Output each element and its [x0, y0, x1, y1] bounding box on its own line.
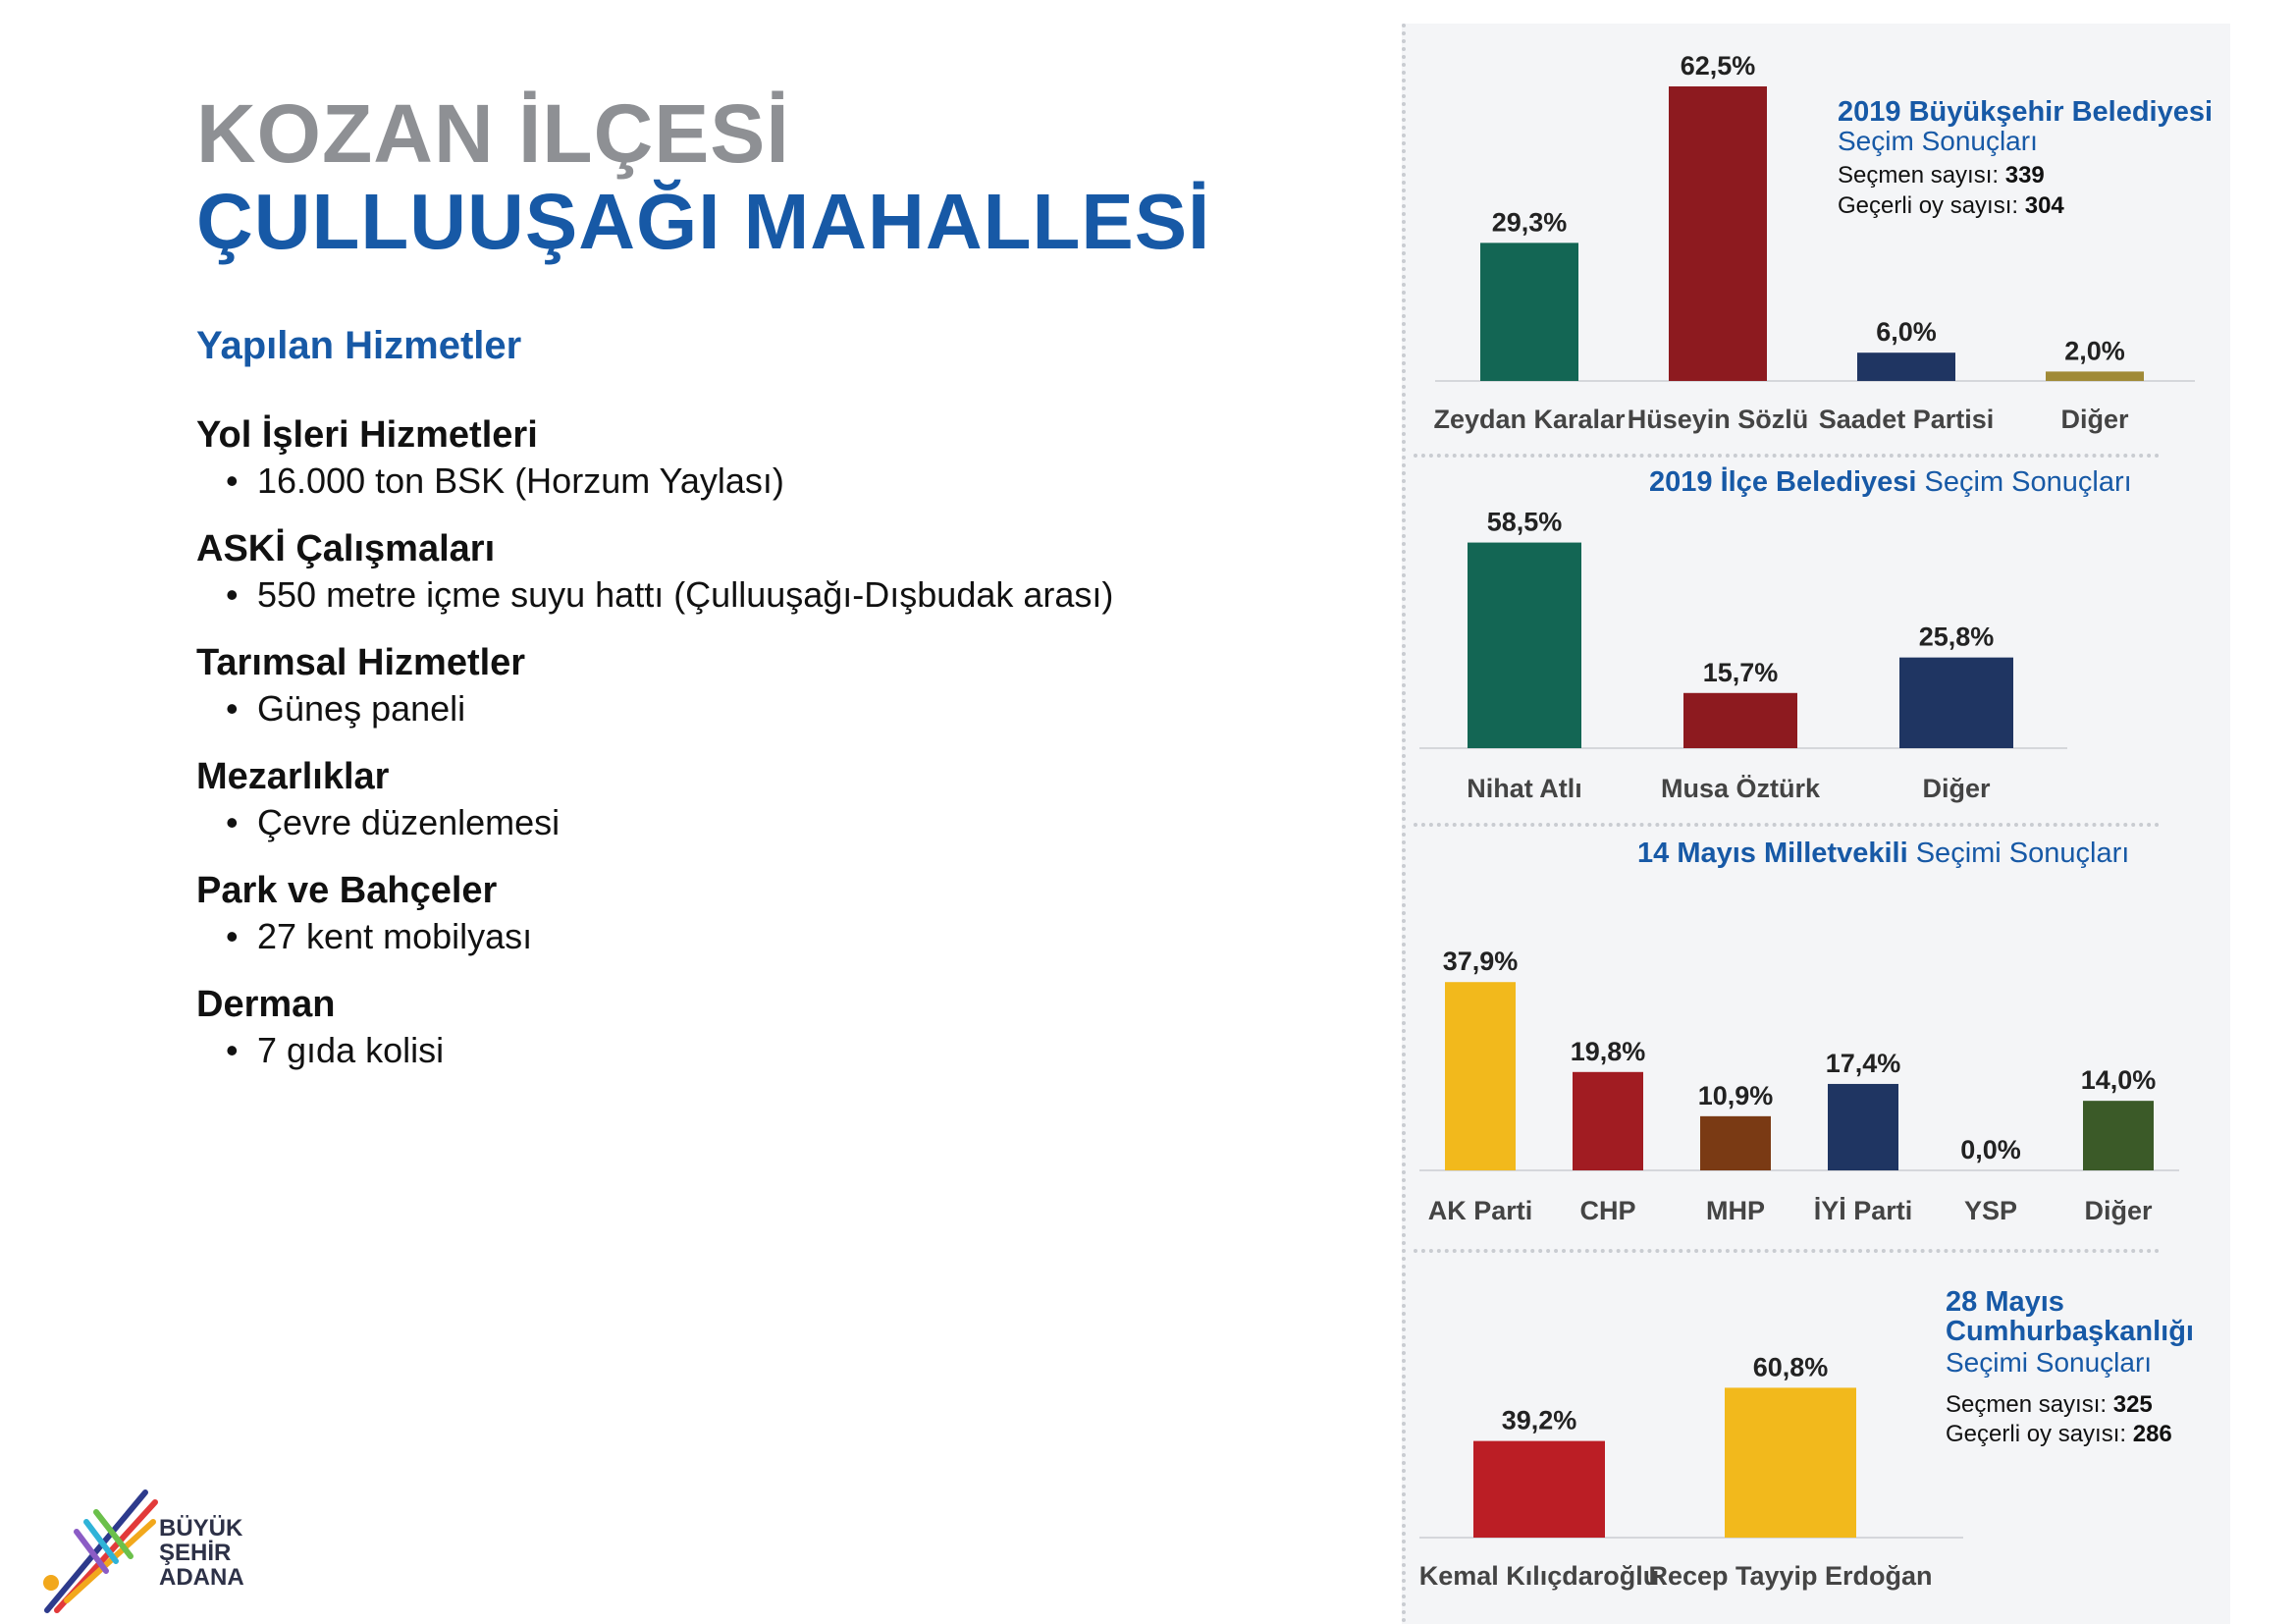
service-title: Mezarlıklar	[196, 756, 390, 797]
neighborhood-title: ÇULLUUŞAĞI MAHALLESİ	[196, 178, 1211, 265]
chart4-bar	[1473, 1440, 1605, 1538]
chart3-category-label: MHP	[1706, 1196, 1765, 1225]
chart1-subtitle: Seçim Sonuçları	[1838, 126, 2038, 156]
service-group: Mezarlıklar Çevre düzenlemesi	[196, 754, 1276, 846]
chart2-value-label: 25,8%	[1919, 623, 1995, 652]
logo-text: BÜYÜK ŞEHİR ADANA	[159, 1515, 244, 1591]
chart4-title-line2: Cumhurbaşkanlığı	[1946, 1316, 2194, 1347]
chart3-value-label: 37,9%	[1443, 947, 1519, 976]
chart2-category-label: Nihat Atlı	[1467, 774, 1582, 803]
services-heading: Yapılan Hizmetler	[196, 324, 522, 367]
service-item: 7 gıda kolisi	[196, 1027, 1276, 1074]
chart3-value-label: 14,0%	[2081, 1065, 2157, 1095]
chart3-bar	[1828, 1083, 1898, 1170]
chart3-category-label: CHP	[1579, 1196, 1635, 1225]
service-item: 16.000 ton BSK (Horzum Yaylası)	[196, 458, 1276, 505]
chart3-bar	[1700, 1115, 1771, 1170]
chart1-value-label: 6,0%	[1876, 317, 1937, 347]
chart4-category-label: Recep Tayyip Erdoğan	[1648, 1561, 1932, 1591]
chart1-category-label: Saadet Partisi	[1819, 405, 1995, 434]
chart4-title-line1: 28 Mayıs	[1946, 1286, 2064, 1318]
chart2-title: 2019 İlçe Belediyesi Seçim Sonuçları	[1649, 466, 2132, 498]
service-title: Tarımsal Hizmetler	[196, 642, 526, 683]
chart1-value-label: 29,3%	[1492, 207, 1568, 237]
chart1-title: 2019 Büyükşehir Belediyesi	[1838, 96, 2214, 128]
chart4-value-label: 60,8%	[1753, 1352, 1829, 1381]
chart2-value-label: 15,7%	[1703, 658, 1779, 687]
service-title: ASKİ Çalışmaları	[196, 528, 496, 569]
chart1-valid-votes: Geçerli oy sayısı: 304	[1838, 192, 2064, 219]
chart1-category-label: Hüseyin Sözlü	[1628, 405, 1809, 434]
chart1-value-label: 62,5%	[1681, 51, 1756, 81]
chart3-category-label: Diğer	[2084, 1196, 2153, 1225]
chart4-bar	[1725, 1387, 1856, 1538]
service-item: Çevre düzenlemesi	[196, 799, 1276, 846]
service-group: ASKİ Çalışmaları 550 metre içme suyu hat…	[196, 526, 1276, 619]
chart2-category-label: Diğer	[1922, 774, 1991, 803]
section-divider	[1414, 454, 2160, 458]
chart4-valid-votes: Geçerli oy sayısı: 286	[1946, 1421, 2172, 1447]
chart1-bar	[1480, 243, 1578, 381]
chart3-value-label: 10,9%	[1698, 1081, 1774, 1110]
chart3-title: 14 Mayıs Milletvekili Seçimi Sonuçları	[1637, 838, 2130, 869]
chart3-value-label: 0,0%	[1960, 1135, 2021, 1164]
chart3-bar	[1573, 1071, 1643, 1170]
chart4-value-label: 39,2%	[1502, 1406, 1577, 1435]
service-title: Derman	[196, 984, 336, 1025]
emblem-icon	[43, 1575, 59, 1591]
service-group: Park ve Bahçeler 27 kent mobilyası	[196, 868, 1276, 960]
chart2-bar	[1899, 657, 2013, 748]
services-list: Yol İşleri Hizmetleri 16.000 ton BSK (Ho…	[196, 412, 1276, 1096]
chart3-value-label: 17,4%	[1826, 1049, 1901, 1078]
service-group: Derman 7 gıda kolisi	[196, 982, 1276, 1074]
chart1-category-label: Zeydan Karalar	[1433, 405, 1626, 434]
chart2-bar	[1468, 542, 1581, 748]
chart1-bar	[2046, 371, 2144, 381]
chart1-bar	[1857, 352, 1955, 381]
chart3-category-label: AK Parti	[1428, 1196, 1533, 1225]
section-divider	[1414, 823, 2160, 827]
chart3-category-label: YSP	[1964, 1196, 2017, 1225]
chart1-value-label: 2,0%	[2064, 336, 2125, 365]
chart3-value-label: 19,8%	[1571, 1037, 1646, 1066]
chart3-bar	[2083, 1101, 2154, 1170]
chart2-value-label: 58,5%	[1487, 508, 1563, 537]
service-title: Park ve Bahçeler	[196, 870, 498, 911]
service-group: Yol İşleri Hizmetleri 16.000 ton BSK (Ho…	[196, 412, 1276, 505]
chart3-category-label: İYİ Parti	[1814, 1196, 1913, 1225]
chart2-category-label: Musa Öztürk	[1661, 774, 1821, 803]
chart4-voters: Seçmen sayısı: 325	[1946, 1391, 2153, 1418]
chart2-bar	[1683, 692, 1797, 748]
service-title: Yol İşleri Hizmetleri	[196, 414, 538, 456]
district-title: KOZAN İLÇESİ	[196, 87, 790, 180]
chart4-category-label: Kemal Kılıçdaroğlu	[1419, 1561, 1660, 1591]
buyuksehir-adana-logo	[43, 1489, 158, 1613]
chart1-bar	[1669, 86, 1767, 381]
chart1-voters: Seçmen sayısı: 339	[1838, 162, 2045, 189]
service-item: 550 metre içme suyu hattı (Çulluuşağı-Dı…	[196, 571, 1276, 619]
section-divider	[1414, 1249, 2160, 1253]
chart4-subtitle: Seçimi Sonuçları	[1946, 1347, 2153, 1378]
chart3-bar	[1445, 982, 1516, 1170]
service-group: Tarımsal Hizmetler Güneş paneli	[196, 640, 1276, 732]
service-item: Güneş paneli	[196, 685, 1276, 732]
chart1-category-label: Diğer	[2060, 405, 2129, 434]
service-item: 27 kent mobilyası	[196, 913, 1276, 960]
